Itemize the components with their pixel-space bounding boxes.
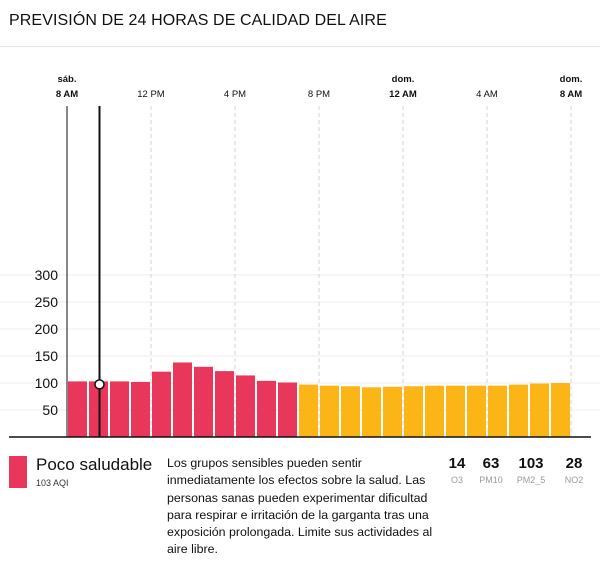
pollutant-o3: 14 O3 (443, 455, 471, 485)
pollutant-pm10: 63 PM10 (476, 455, 506, 485)
bar (383, 386, 402, 437)
pollutant-name: NO2 (564, 475, 584, 485)
bar (152, 371, 171, 437)
bar (173, 362, 192, 437)
bar (68, 381, 87, 437)
bar (551, 383, 570, 437)
page-title: PREVISIÓN DE 24 HORAS DE CALIDAD DEL AIR… (9, 12, 387, 29)
pollutant-value: 28 (565, 455, 583, 472)
pollutant-value: 63 (482, 455, 500, 472)
bar (278, 382, 297, 437)
bar (257, 380, 276, 437)
bar (110, 381, 129, 437)
health-description: Los grupos sensibles pueden sentir inmed… (167, 456, 433, 557)
pollutant-name: PM10 (479, 475, 503, 485)
current-value-marker (94, 379, 105, 390)
bar (530, 383, 549, 437)
y-tick-label: 50 (42, 402, 58, 418)
pollutant-value: 14 (448, 455, 466, 472)
bar (320, 385, 339, 437)
x-day-label: dom. (560, 74, 583, 85)
bar (425, 385, 444, 437)
pollutant-pm25: 103 PM2_5 (514, 455, 548, 485)
bar (299, 384, 318, 437)
pollutant-name: O3 (450, 475, 463, 485)
bar (488, 385, 507, 437)
y-tick-label: 150 (35, 348, 59, 364)
category-color-swatch (9, 456, 27, 488)
bar (362, 387, 381, 437)
bar (194, 366, 213, 437)
bar (467, 385, 486, 437)
bar (215, 371, 234, 437)
x-time-label: 8 PM (308, 89, 330, 100)
y-tick-label: 300 (35, 267, 59, 283)
bar (236, 375, 255, 437)
y-tick-label: 200 (35, 321, 59, 337)
x-day-label: sáb. (57, 74, 76, 85)
aqi-category-label: Poco saludable (36, 455, 153, 474)
pollutant-value: 103 (518, 455, 544, 472)
bar (446, 385, 465, 437)
pollutant-name: PM2_5 (516, 475, 546, 485)
x-time-label: 4 AM (476, 89, 498, 100)
aqi-value-label: 103 AQI (36, 478, 69, 488)
bar (131, 381, 150, 437)
y-tick-label: 100 (35, 375, 59, 391)
bar (341, 386, 360, 437)
bar (509, 384, 528, 437)
x-time-label: 8 AM (560, 89, 582, 100)
aqi-forecast-chart: 50 100 150 200 250 300 sáb. 8 AM 12 PM 4 PM 8 PM do… (0, 74, 600, 438)
pollutant-no2: 28 NO2 (560, 455, 588, 485)
x-time-label: 4 PM (224, 89, 246, 100)
x-time-label: 12 PM (137, 89, 165, 100)
x-time-label: 12 AM (389, 89, 417, 100)
bar (404, 386, 423, 437)
y-tick-label: 250 (35, 294, 59, 310)
x-day-label: dom. (392, 74, 415, 85)
x-time-label: 8 AM (56, 89, 78, 100)
header: PREVISIÓN DE 24 HORAS DE CALIDAD DEL AIR… (0, 0, 600, 47)
